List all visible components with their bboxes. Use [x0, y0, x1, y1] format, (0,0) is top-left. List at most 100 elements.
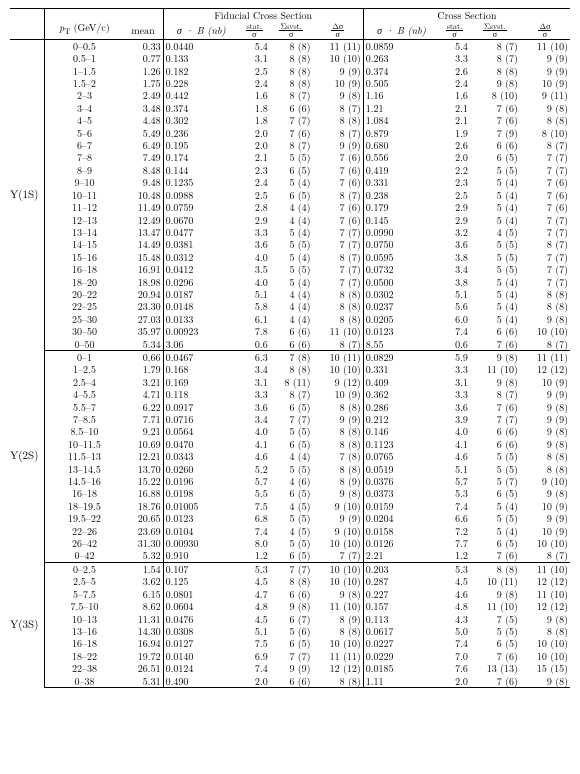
col-sys1: Σsyst.σ	[270, 21, 313, 39]
cell-pt: 8.5–10	[45, 425, 124, 437]
cell-ds2: 8 (8)	[520, 300, 570, 312]
cell-mean: 3.62	[123, 575, 163, 587]
cell-ds2: 9 (9)	[520, 388, 570, 400]
col-stat1: stat.σ	[239, 21, 270, 39]
cell-sy1: 5 (5)	[270, 425, 313, 437]
cell-sb2: 0.179	[363, 201, 439, 213]
cell-sy1: 8 (8)	[270, 52, 313, 64]
cell-mean: 14.49	[123, 238, 163, 250]
cell-ds2: 10 (10)	[520, 637, 570, 649]
cell-sy2: 5 (5)	[470, 263, 520, 275]
cell-pt: 7.5–10	[45, 600, 124, 612]
cell-mean: 9.21	[123, 425, 163, 437]
cell-sy1: 5 (5)	[270, 263, 313, 275]
cell-st1: 3.3	[239, 388, 270, 400]
state-label: Y(3S)	[10, 562, 45, 687]
state-label: Y(2S)	[10, 350, 45, 562]
cell-ds2: 8 (8)	[520, 114, 570, 126]
cell-st2: 2.0	[439, 675, 470, 688]
cell-st1: 2.1	[239, 151, 270, 163]
cell-st1: 2.4	[239, 176, 270, 188]
cell-pt: 14–15	[45, 238, 124, 250]
cell-st1: 7.4	[239, 662, 270, 674]
cell-sy2: 8 (7)	[470, 388, 520, 400]
cell-ds2: 12 (12)	[520, 575, 570, 587]
cell-sy2: 8 (7)	[470, 52, 520, 64]
cell-mean: 0.77	[123, 52, 163, 64]
cell-st1: 1.6	[239, 89, 270, 101]
cell-st1: 5.5	[239, 487, 270, 499]
cell-sy2: 5 (4)	[470, 176, 520, 188]
cell-st2: 6.6	[439, 512, 470, 524]
cell-pt: 1–2.5	[45, 363, 124, 375]
cell-sb1: 0.0759	[163, 201, 239, 213]
col-stat2: stat.σ	[439, 21, 470, 39]
cell-st2: 2.3	[439, 176, 470, 188]
cell-sb2: 0.0237	[363, 300, 439, 312]
cell-ds1: 7 (6)	[313, 151, 364, 163]
cell-mean: 9.48	[123, 176, 163, 188]
cell-ds2: 7 (6)	[520, 176, 570, 188]
cell-mean: 8.62	[123, 600, 163, 612]
cell-pt: 2–3	[45, 89, 124, 101]
cell-mean: 5.31	[123, 675, 163, 688]
cell-ds1: 8 (8)	[313, 675, 364, 688]
cell-ds2: 7 (6)	[520, 201, 570, 213]
cell-sy1: 4 (4)	[270, 201, 313, 213]
cell-sb2: 0.287	[363, 575, 439, 587]
cell-st1: 3.6	[239, 238, 270, 250]
cell-sb2: 0.0732	[363, 263, 439, 275]
cell-sy1: 6 (5)	[270, 549, 313, 562]
cell-st1: 7.5	[239, 637, 270, 649]
cell-st1: 4.5	[239, 575, 270, 587]
cell-sy1: 6 (6)	[270, 338, 313, 351]
cell-sy2: 6 (5)	[470, 487, 520, 499]
cell-sb1: 0.00923	[163, 325, 239, 337]
cell-ds1: 7 (6)	[313, 176, 364, 188]
cell-mean: 11.49	[123, 201, 163, 213]
cell-sb2: 0.0765	[363, 450, 439, 462]
cell-st2: 4.6	[439, 450, 470, 462]
cell-st2: 5.6	[439, 300, 470, 312]
cell-st1: 6.8	[239, 512, 270, 524]
cell-ds1: 10 (10)	[313, 363, 364, 375]
cell-st2: 2.1	[439, 114, 470, 126]
cell-sb1: 0.0604	[163, 600, 239, 612]
cell-pt: 2.5–5	[45, 575, 124, 587]
cell-sb2: 0.331	[363, 363, 439, 375]
cell-ds1: 7 (6)	[313, 201, 364, 213]
cell-sb2: 0.263	[363, 52, 439, 64]
cell-pt: 11.5–13	[45, 450, 124, 462]
cell-ds2: 8 (8)	[520, 450, 570, 462]
cell-st1: 7.8	[239, 325, 270, 337]
cell-st2: 5.3	[439, 487, 470, 499]
cell-ds1: 11 (10)	[313, 325, 364, 337]
cell-sb1: 0.1235	[163, 176, 239, 188]
cell-ds1: 10 (10)	[313, 575, 364, 587]
cell-sy2: 7 (6)	[470, 114, 520, 126]
cell-sy2: 5 (5)	[470, 450, 520, 462]
col-mean: mean	[123, 21, 163, 39]
cell-ds1: 9 (9)	[313, 512, 364, 524]
cell-ds1: 10 (9)	[313, 388, 364, 400]
cell-ds2: 12 (12)	[520, 363, 570, 375]
cell-mean: 1.79	[123, 363, 163, 375]
cell-mean: 4.48	[123, 114, 163, 126]
cell-pt: 0–38	[45, 675, 124, 688]
col-sys2: Σsyst.σ	[470, 21, 520, 39]
cell-mean: 4.71	[123, 388, 163, 400]
cell-sy2: 10 (11)	[470, 575, 520, 587]
cell-ds2: 8 (7)	[520, 549, 570, 562]
cell-sy2: 13 (13)	[470, 662, 520, 674]
cell-ds1: 10 (10)	[313, 637, 364, 649]
cell-ds2: 9 (8)	[520, 675, 570, 688]
cell-sy1: 4 (4)	[270, 450, 313, 462]
cell-ds2: 7 (7)	[520, 151, 570, 163]
cell-sb2: 1.11	[363, 675, 439, 688]
cell-sy2: 6 (6)	[470, 325, 520, 337]
cell-sy1: 5 (4)	[270, 176, 313, 188]
cell-st1: 2.0	[239, 675, 270, 688]
cell-pt: 4–5	[45, 114, 124, 126]
cell-sy2: 5 (5)	[470, 512, 520, 524]
cell-sy1: 6 (5)	[270, 637, 313, 649]
